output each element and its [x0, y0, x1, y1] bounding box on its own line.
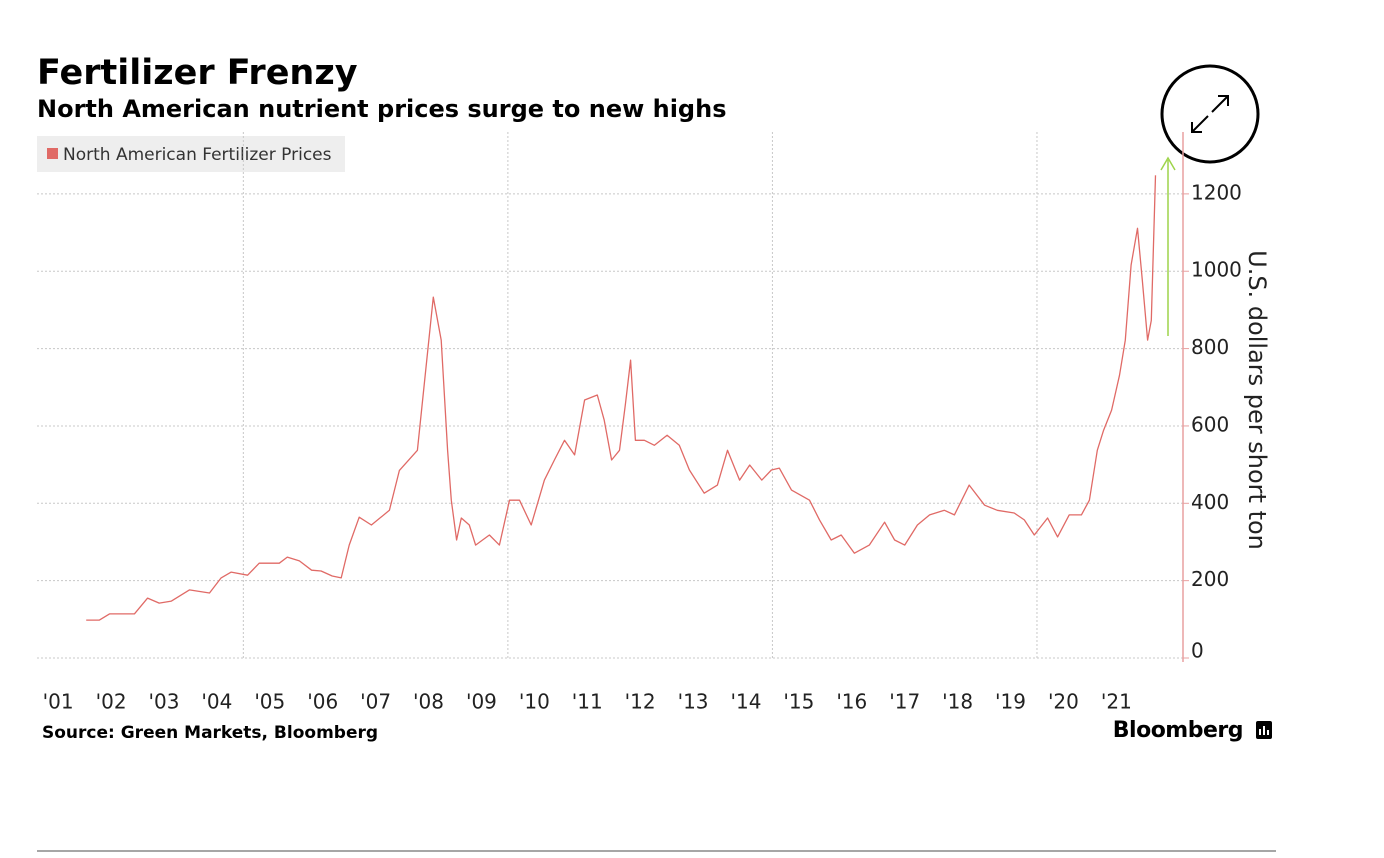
expand-icon[interactable]: [1191, 95, 1229, 133]
x-tick-label: '17: [889, 690, 920, 714]
x-tick-label: '15: [783, 690, 814, 714]
x-tick-label: '13: [678, 690, 709, 714]
x-tick-label: '20: [1048, 690, 1079, 714]
x-tick-label: '18: [942, 690, 973, 714]
y-tick-label: 0: [1191, 639, 1204, 663]
x-tick-label: '04: [201, 690, 232, 714]
x-tick-label: '09: [466, 690, 497, 714]
legend: North American Fertilizer Prices: [37, 136, 345, 172]
expand-circle[interactable]: [1160, 64, 1260, 164]
brand: Bloomberg: [1113, 718, 1243, 743]
y-tick-label: 1000: [1191, 258, 1242, 282]
chart-title: Fertilizer Frenzy: [37, 53, 358, 93]
legend-label: North American Fertilizer Prices: [63, 145, 332, 165]
y-tick-label: 800: [1191, 335, 1229, 359]
legend-box: [37, 136, 345, 172]
arrow-head: [1160, 156, 1176, 171]
x-tick-label: '01: [43, 690, 74, 714]
y-tick-label: 1200: [1191, 180, 1242, 204]
x-tick-label: '11: [572, 690, 603, 714]
y-axis-label: U.S. dollars per short ton: [1243, 250, 1271, 550]
price-line: [86, 175, 1157, 621]
brand-icon-bar: [1263, 726, 1265, 735]
x-tick-label: '16: [836, 690, 867, 714]
x-tick-label: '07: [360, 690, 391, 714]
brand-icon: [1256, 721, 1272, 739]
expand-button[interactable]: [1160, 64, 1260, 164]
source: Source: Green Markets, Bloomberg: [42, 723, 378, 743]
x-tick-label: '08: [413, 690, 444, 714]
grid: [37, 132, 1183, 659]
x-tick-label: '02: [96, 690, 127, 714]
x-tick-label: '03: [149, 690, 180, 714]
arrow-annotation: [1160, 156, 1176, 336]
brand-icon-bar: [1267, 730, 1269, 735]
x-tick-label: '05: [254, 690, 285, 714]
x-tick-label: '12: [625, 690, 656, 714]
x-tick-label: '06: [307, 690, 338, 714]
legend-swatch: [47, 148, 58, 159]
y-tick-label: 600: [1191, 412, 1229, 436]
x-tick-label: '19: [995, 690, 1026, 714]
y-tick-label: 400: [1191, 490, 1229, 514]
chart-subtitle: North American nutrient prices surge to …: [37, 95, 726, 123]
x-tick-label: '21: [1101, 690, 1132, 714]
y-tick-label: 200: [1191, 567, 1229, 591]
x-tick-label: '14: [730, 690, 761, 714]
brand-icon-bar: [1259, 729, 1261, 735]
x-tick-label: '10: [519, 690, 550, 714]
